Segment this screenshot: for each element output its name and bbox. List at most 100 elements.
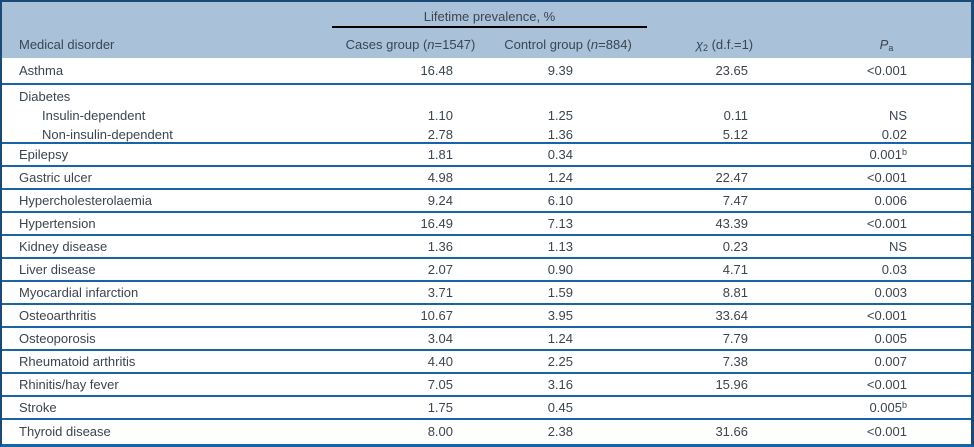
p-value: 0.005b — [869, 400, 907, 415]
cases-value: 9.24 — [427, 193, 453, 208]
chi2-value: 7.38 — [722, 354, 748, 369]
cases-value: 4.98 — [427, 170, 453, 185]
disorder-name: Rheumatoid arthritis — [19, 354, 136, 369]
table-row-thyroid-disease: Thyroid disease 8.00 2.38 31.66 <0.001 — [2, 420, 971, 443]
table-row-rheumatoid-arthritis: Rheumatoid arthritis 4.40 2.25 7.38 0.00… — [2, 351, 971, 374]
disorder-name: Gastric ulcer — [19, 170, 92, 185]
control-value: 7.13 — [547, 216, 573, 231]
p-value: <0.001 — [866, 308, 907, 323]
disorder-name: Hypercholesterolaemia — [19, 193, 152, 208]
disorder-name: Thyroid disease — [19, 424, 111, 439]
table-row-asthma: Asthma 16.48 9.39 23.65 <0.001 — [2, 58, 971, 85]
table-row-kidney-disease: Kidney disease 1.36 1.13 0.23 NS — [2, 236, 971, 259]
cases-value: 1.75 — [427, 400, 453, 415]
table-row-liver-disease: Liver disease 2.07 0.90 4.71 0.03 — [2, 259, 971, 282]
cases-value: 1.36 — [427, 239, 453, 254]
table-row-myocardial-infarction: Myocardial infarction 3.71 1.59 8.81 0.0… — [2, 282, 971, 305]
control-value: 1.13 — [547, 239, 573, 254]
p-value: 0.03 — [881, 262, 907, 277]
cases-value: 16.49 — [420, 216, 453, 231]
table-subrow-non-insulin-dependent: Non-insulin-dependent 2.78 1.36 5.12 0.0… — [2, 125, 971, 144]
disorder-name: Epilepsy — [19, 147, 69, 162]
p-value: <0.001 — [866, 377, 907, 392]
cases-value: 10.67 — [420, 308, 453, 323]
control-value: 1.24 — [547, 170, 573, 185]
p-value: NS — [888, 108, 907, 123]
column-header-cases-group: Cases group (n =1547) — [345, 37, 476, 52]
p-value: 0.006 — [874, 193, 907, 208]
control-value: 1.25 — [547, 108, 573, 123]
cases-value: 1.81 — [427, 147, 453, 162]
cases-value: 2.07 — [427, 262, 453, 277]
table-row-hypercholesterolaemia: Hypercholesterolaemia 9.24 6.10 7.47 0.0… — [2, 190, 971, 213]
table-row-rhinitis-hay-fever: Rhinitis/hay fever 7.05 3.16 15.96 <0.00… — [2, 374, 971, 397]
chi2-value: 31.66 — [715, 424, 748, 439]
chi2-value: 7.79 — [722, 331, 748, 346]
chi2-value: 23.65 — [715, 63, 748, 78]
control-value: 9.39 — [547, 63, 573, 78]
chi2-value: 0.11 — [723, 108, 748, 123]
table-header: Lifetime prevalence, % Medical disorder … — [2, 2, 971, 58]
control-value: 1.59 — [547, 285, 573, 300]
control-value: 0.34 — [547, 147, 573, 162]
control-value: 3.16 — [547, 377, 573, 392]
p-value: <0.001 — [866, 424, 907, 439]
column-header-medical-disorder: Medical disorder — [19, 37, 115, 52]
p-value: <0.001 — [866, 216, 907, 231]
control-value: 2.38 — [547, 424, 573, 439]
p-value: 0.005 — [874, 331, 907, 346]
chi2-value: 33.64 — [715, 308, 748, 323]
disorder-name: Diabetes — [19, 89, 71, 104]
control-value: 0.90 — [547, 262, 573, 277]
column-header-control-group: Control group (n =884) — [504, 37, 632, 52]
disorder-name: Asthma — [19, 63, 64, 78]
p-value: 0.02 — [881, 127, 907, 142]
cases-value: 4.40 — [427, 354, 453, 369]
chi2-value: 4.71 — [722, 262, 748, 277]
p-value: <0.001 — [866, 170, 907, 185]
disorder-name: Stroke — [19, 400, 57, 415]
disorder-name: Myocardial infarction — [19, 285, 139, 300]
chi2-value: 22.47 — [715, 170, 748, 185]
disorder-name: Hypertension — [19, 216, 96, 231]
control-value: 6.10 — [547, 193, 573, 208]
diabetes-group-label-line: Diabetes — [2, 87, 971, 106]
p-value: 0.007 — [874, 354, 907, 369]
chi2-value: 0.23 — [722, 239, 748, 254]
table-row-stroke: Stroke 1.75 0.45 0.005b — [2, 397, 971, 420]
cases-value: 2.78 — [427, 127, 453, 142]
disorder-name: Liver disease — [19, 262, 96, 277]
disorder-name: Non-insulin-dependent — [42, 127, 173, 142]
disorder-name: Insulin-dependent — [42, 108, 146, 123]
disorder-name: Osteoarthritis — [19, 308, 97, 323]
p-value: <0.001 — [866, 63, 907, 78]
cases-value: 3.04 — [427, 331, 453, 346]
disorder-name: Kidney disease — [19, 239, 108, 254]
cases-value: 1.10 — [427, 108, 453, 123]
table-row-epilepsy: Epilepsy 1.81 0.34 0.001b — [2, 144, 971, 167]
control-value: 3.95 — [547, 308, 573, 323]
table-row-osteoporosis: Osteoporosis 3.04 1.24 7.79 0.005 — [2, 328, 971, 351]
cases-value: 16.48 — [420, 63, 453, 78]
table-row-gastric-ulcer: Gastric ulcer 4.98 1.24 22.47 <0.001 — [2, 167, 971, 190]
chi2-value: 8.81 — [722, 285, 748, 300]
cases-value: 8.00 — [427, 424, 453, 439]
control-value: 1.36 — [547, 127, 573, 142]
disorder-name: Rhinitis/hay fever — [19, 377, 119, 392]
lifetime-prevalence-spanner: Lifetime prevalence, % — [332, 2, 647, 28]
header-spanner-row: Lifetime prevalence, % — [2, 2, 971, 28]
chi2-value: 7.47 — [722, 193, 748, 208]
lifetime-prevalence-label: Lifetime prevalence, % — [423, 9, 556, 24]
p-value: 0.003 — [874, 285, 907, 300]
p-value: NS — [888, 239, 907, 254]
chi2-value: 5.12 — [722, 127, 748, 142]
header-columns-row: Medical disorder Cases group (n =1547) Co… — [2, 28, 971, 58]
chi2-value: 15.96 — [715, 377, 748, 392]
table-row-osteoarthritis: Osteoarthritis 10.67 3.95 33.64 <0.001 — [2, 305, 971, 328]
table-row-hypertension: Hypertension 16.49 7.13 43.39 <0.001 — [2, 213, 971, 236]
disorder-name: Osteoporosis — [19, 331, 96, 346]
p-value: 0.001b — [869, 147, 907, 162]
